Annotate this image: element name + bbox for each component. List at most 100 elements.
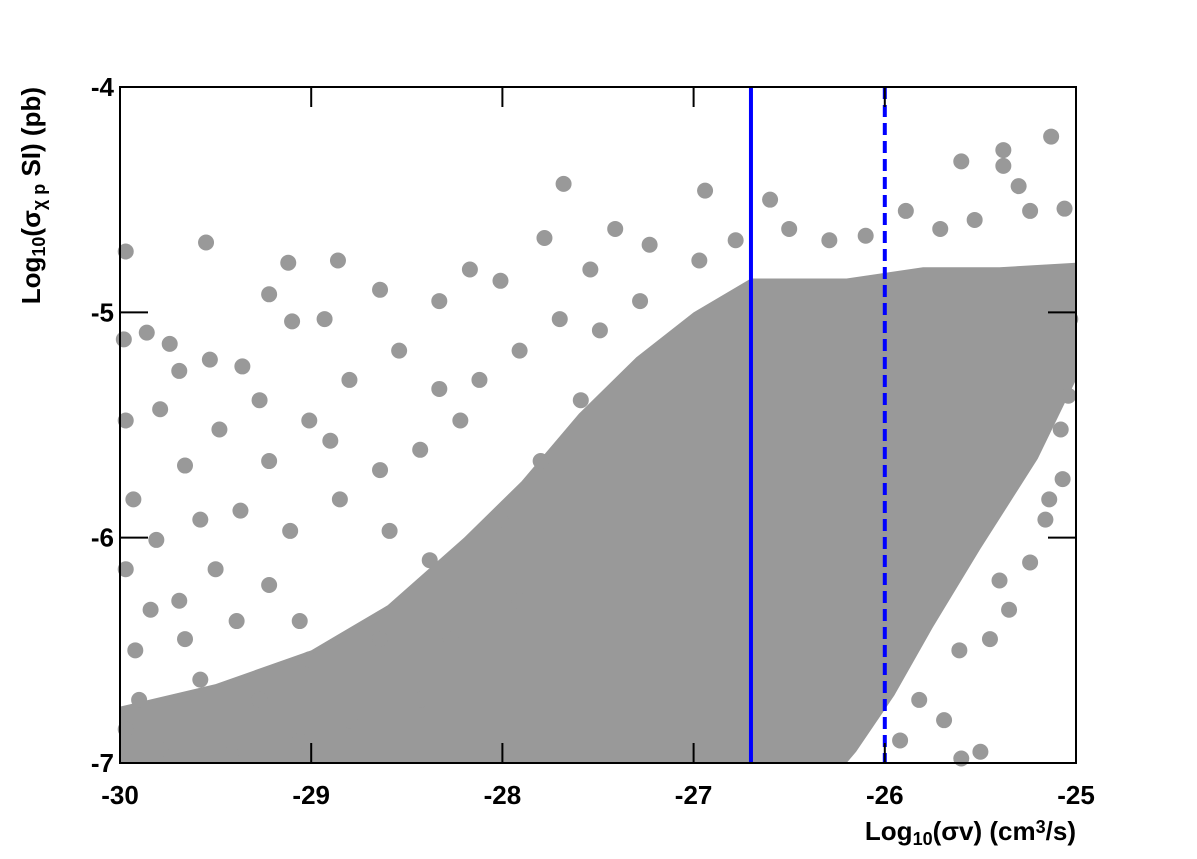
point — [471, 371, 488, 388]
label-part: Log — [16, 257, 46, 305]
point — [322, 432, 339, 449]
point — [452, 412, 469, 429]
point — [372, 462, 389, 479]
point — [341, 712, 358, 729]
point — [201, 351, 218, 368]
y-tick-label: -4 — [91, 72, 115, 102]
point — [1060, 387, 1077, 404]
x-tick-label: -26 — [866, 780, 904, 810]
point — [442, 631, 459, 648]
point — [431, 380, 448, 397]
point — [911, 691, 928, 708]
point — [991, 572, 1008, 589]
point — [282, 522, 299, 539]
point — [341, 371, 358, 388]
point — [412, 441, 429, 458]
point — [572, 392, 589, 409]
point — [551, 311, 568, 328]
x-axis-label: Log10(σv) (cm3/s) — [865, 816, 1076, 849]
point — [316, 311, 333, 328]
point — [192, 671, 209, 688]
point — [591, 322, 608, 339]
point — [932, 220, 949, 237]
point — [582, 261, 599, 278]
point — [152, 741, 169, 758]
point — [421, 552, 438, 569]
point — [261, 453, 278, 470]
point — [821, 232, 838, 249]
point — [781, 220, 798, 237]
x-tick-label: -29 — [292, 780, 330, 810]
point — [222, 745, 239, 762]
point — [198, 234, 215, 251]
label-part: /s) — [1046, 816, 1076, 846]
x-tick-label: -30 — [101, 780, 139, 810]
point — [291, 732, 308, 749]
point — [431, 293, 448, 310]
point — [301, 651, 318, 668]
point — [953, 750, 970, 767]
point — [117, 721, 134, 738]
point — [125, 491, 142, 508]
point — [142, 601, 159, 618]
point — [261, 576, 278, 593]
point — [211, 421, 228, 438]
point — [492, 511, 509, 528]
point — [284, 313, 301, 330]
point — [192, 511, 209, 528]
point — [131, 691, 148, 708]
point — [117, 243, 134, 260]
point — [607, 220, 624, 237]
point — [161, 335, 178, 352]
label-part: χ p — [29, 184, 49, 210]
point — [511, 592, 528, 609]
point — [492, 272, 509, 289]
point — [691, 252, 708, 269]
point — [555, 175, 572, 192]
point — [1043, 128, 1060, 145]
point — [632, 293, 649, 310]
point — [372, 281, 389, 298]
point — [152, 401, 169, 418]
point — [461, 261, 478, 278]
point — [697, 182, 714, 199]
point — [177, 457, 194, 474]
point — [1062, 311, 1079, 328]
label-part: 10 — [29, 237, 49, 257]
point — [232, 502, 249, 519]
plot-frame — [119, 86, 1077, 764]
point — [972, 743, 989, 760]
point — [981, 631, 998, 648]
label-part: (σv) (cm — [933, 816, 1036, 846]
point — [857, 227, 874, 244]
point — [1054, 471, 1071, 488]
point — [261, 286, 278, 303]
x-tick-label: -25 — [1057, 780, 1095, 810]
point — [936, 712, 953, 729]
point — [115, 331, 132, 348]
point — [727, 232, 744, 249]
point — [511, 342, 528, 359]
point — [412, 691, 429, 708]
point — [148, 531, 165, 548]
point — [301, 412, 318, 429]
point — [892, 732, 909, 749]
point — [291, 613, 308, 630]
point — [171, 592, 188, 609]
point — [1052, 421, 1069, 438]
point — [127, 642, 144, 659]
point — [329, 252, 346, 269]
point — [331, 491, 348, 508]
y-tick-label: -5 — [91, 297, 114, 327]
label-part: Log — [865, 816, 913, 846]
point — [251, 392, 268, 409]
point — [372, 631, 389, 648]
point — [280, 254, 297, 271]
point — [138, 324, 155, 341]
point — [897, 202, 914, 219]
point — [117, 561, 134, 578]
point — [234, 358, 251, 375]
point — [1056, 200, 1073, 217]
point — [995, 157, 1012, 174]
point — [171, 362, 188, 379]
